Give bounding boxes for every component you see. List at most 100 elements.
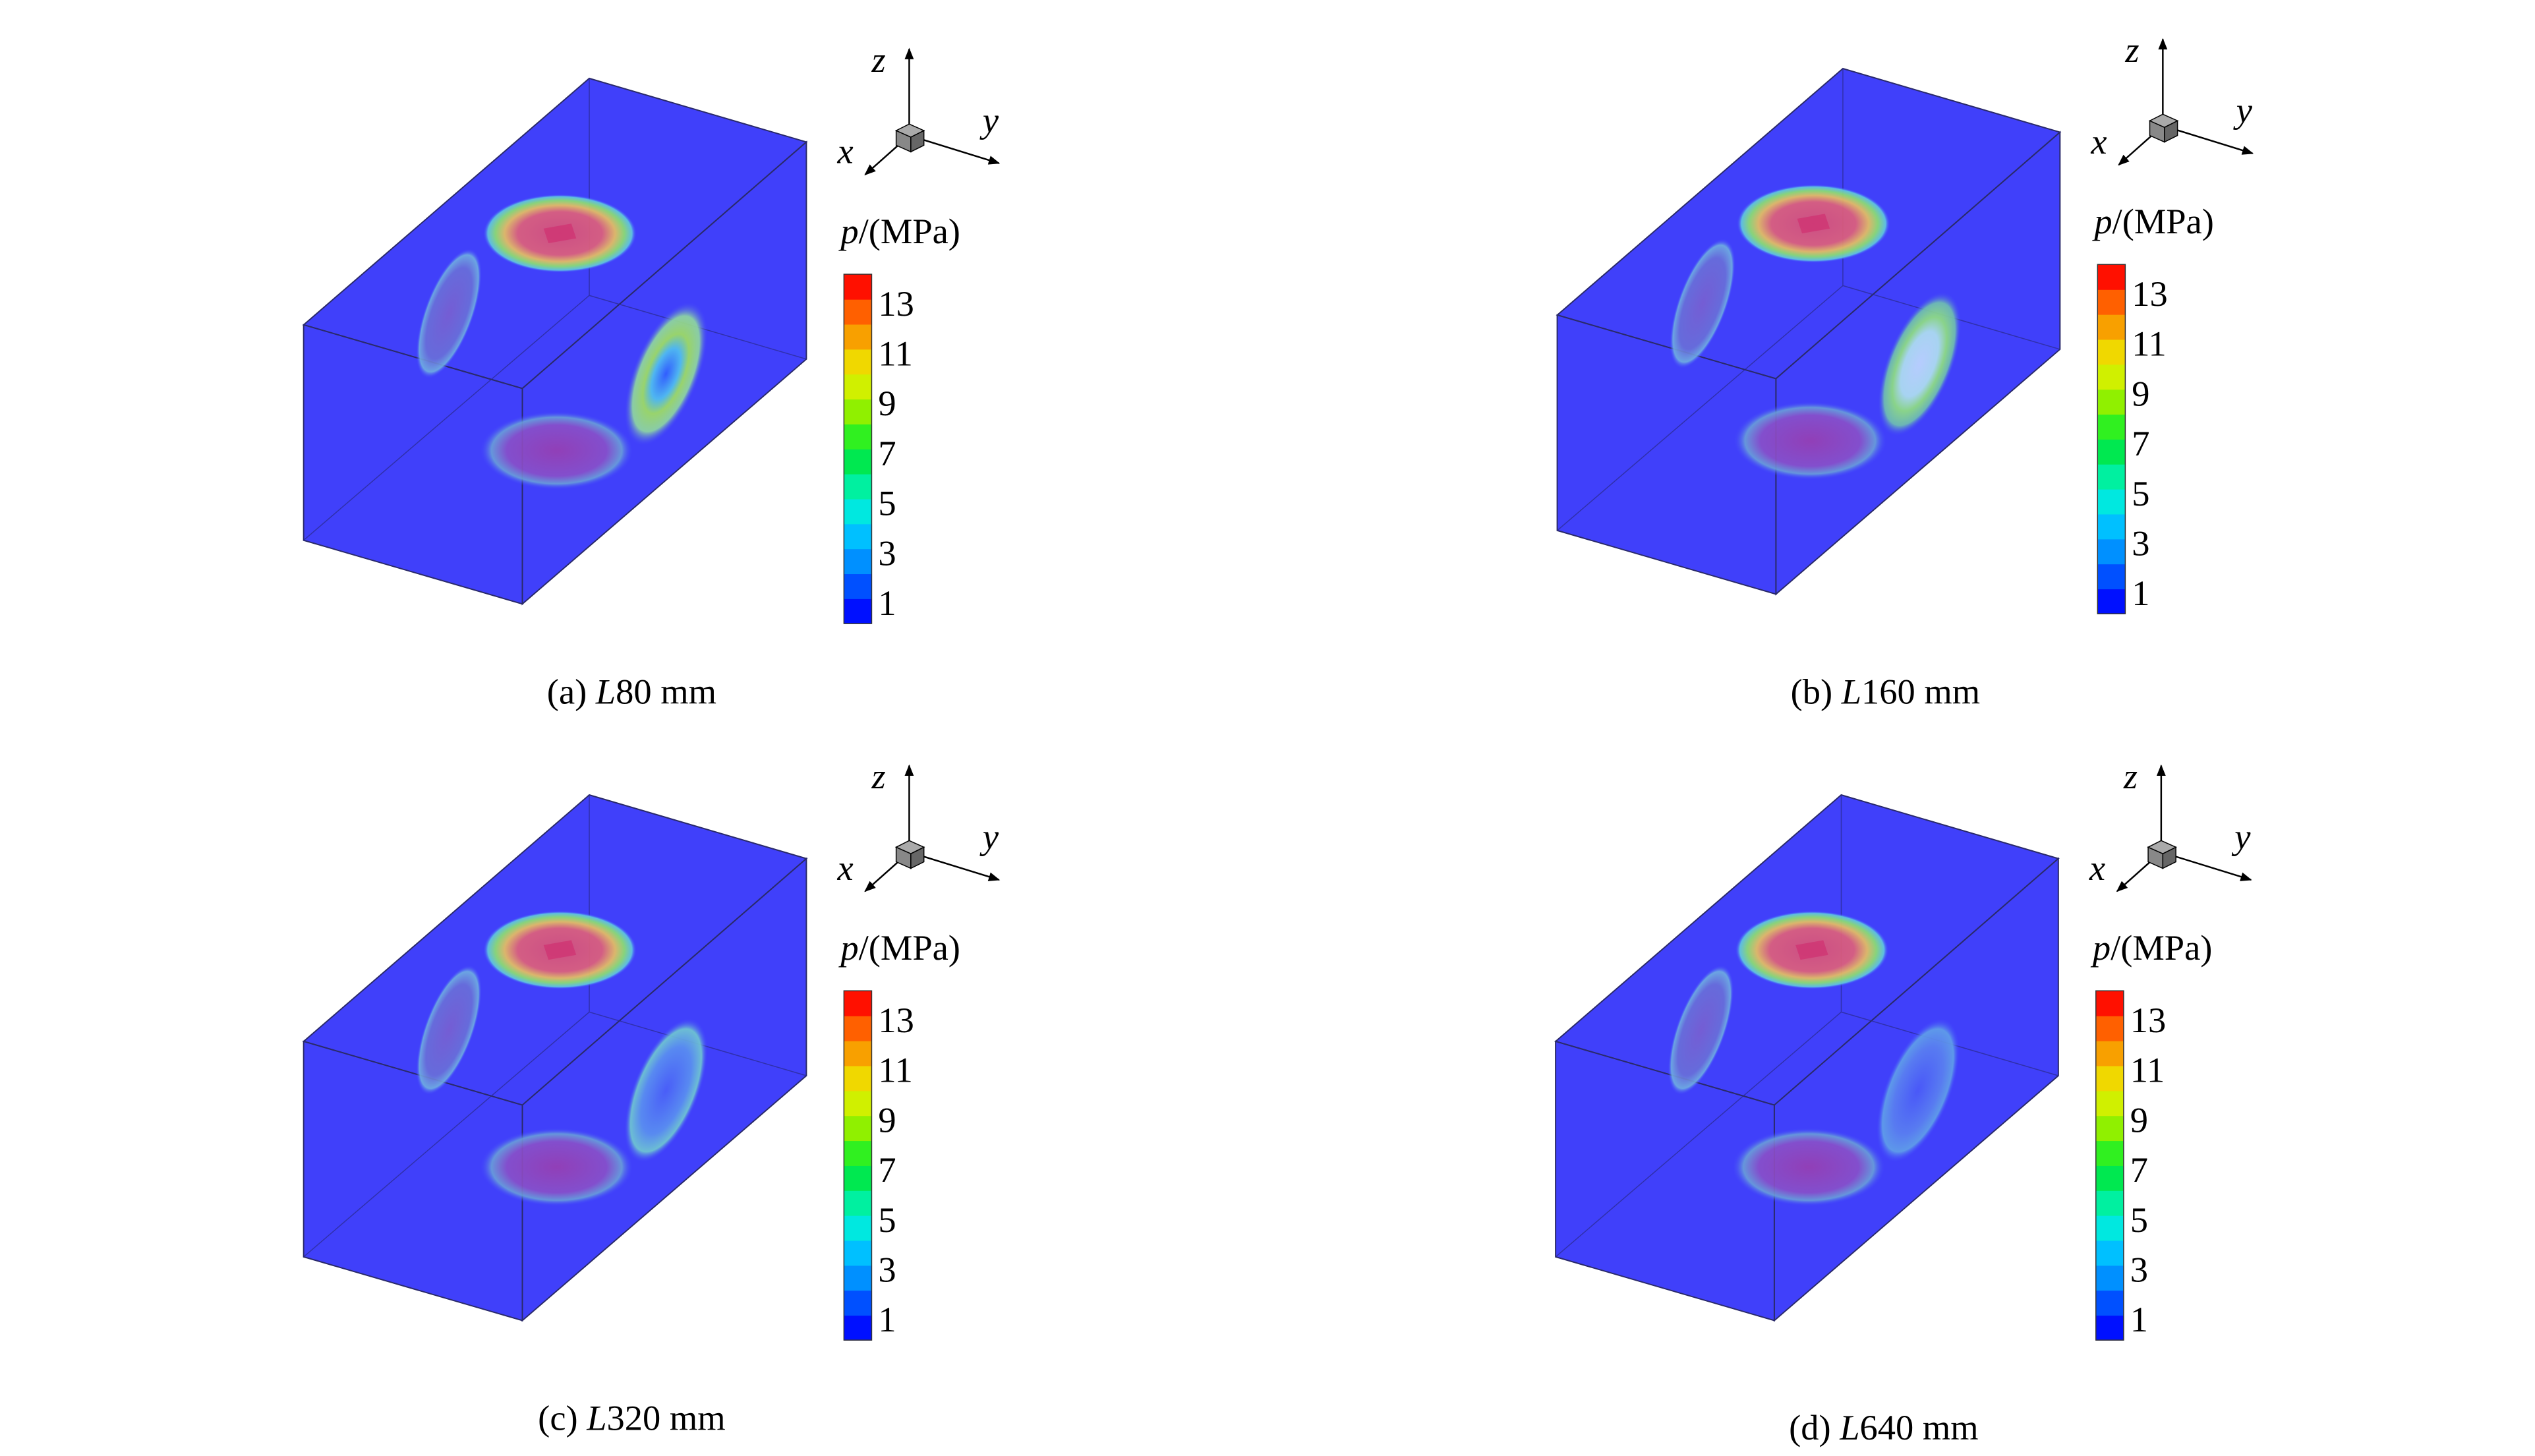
colorbar-band xyxy=(844,1065,872,1092)
axis-label-x: x xyxy=(836,848,853,888)
pressure-spot-right xyxy=(624,1018,708,1163)
axis-label-y: y xyxy=(2233,90,2253,131)
colorbar-tick-label: 3 xyxy=(2130,1250,2148,1290)
caption-label: (a) xyxy=(547,671,587,711)
colorbar-tick-label: 1 xyxy=(878,1299,896,1339)
colorbar-band xyxy=(844,598,872,624)
colorbar-band xyxy=(844,1215,872,1241)
spot-core xyxy=(1797,214,1830,234)
colorbar-tick-label: 3 xyxy=(878,533,896,573)
pressure-spot-bottom xyxy=(1734,401,1887,480)
colorbar-frame xyxy=(843,274,873,624)
axis-label-x: x xyxy=(2090,121,2107,161)
colorbar-band xyxy=(2095,1065,2124,1092)
spot-core xyxy=(1795,940,1828,960)
colorbar-band xyxy=(844,1290,872,1316)
colorbar-band xyxy=(844,1016,872,1041)
colorbar-band xyxy=(844,1315,872,1341)
caption-space xyxy=(1832,671,1842,711)
pressure-spot-bottom xyxy=(1732,1128,1886,1207)
axis-label-y: y xyxy=(2231,817,2251,857)
colorbar-tick-label: 1 xyxy=(2132,573,2149,613)
colorbar-band xyxy=(844,1090,872,1117)
spot-core xyxy=(543,940,577,960)
colorbar-tick-label: 1 xyxy=(2130,1299,2148,1339)
colorbar-band xyxy=(844,1265,872,1291)
colorbar-band xyxy=(2097,289,2126,315)
colorbar-band xyxy=(844,523,872,550)
colorbar-band xyxy=(2097,264,2126,290)
axis-label-y: y xyxy=(979,100,999,140)
pressure-spot-bottom xyxy=(480,1128,633,1207)
colorbar-title: p/(MPa) xyxy=(2091,201,2214,241)
pressure-spot-left xyxy=(1668,965,1734,1095)
triad-cube-top xyxy=(894,123,925,138)
caption-label: (d) xyxy=(1789,1407,1831,1447)
colorbar-band xyxy=(844,1165,872,1191)
colorbar-unit: /(MPa) xyxy=(859,211,960,251)
caption-space xyxy=(1831,1407,1840,1447)
colorbar-tick-label: 3 xyxy=(878,1250,896,1290)
colorbar-title: p/(MPa) xyxy=(838,927,960,968)
colorbar-band xyxy=(844,374,872,400)
colorbar-band xyxy=(844,548,872,575)
colorbar-tick-label: 7 xyxy=(878,1150,896,1190)
colorbar-band xyxy=(2097,488,2126,515)
colorbar-tick-label: 9 xyxy=(2132,373,2149,413)
panel-caption: (d) L640 mm xyxy=(1789,1407,1979,1447)
axis-label-z: z xyxy=(871,756,885,796)
colorbar-band xyxy=(2095,1315,2124,1341)
colorbar-var: p xyxy=(2090,927,2111,968)
colorbar-band xyxy=(844,1115,872,1142)
pressure-spot-left xyxy=(416,248,482,379)
axis-label-z: z xyxy=(2123,756,2138,796)
pressure-spot-left xyxy=(1670,239,1735,369)
colorbar-band xyxy=(2097,389,2126,415)
colorbar-band xyxy=(844,1140,872,1166)
colorbar-frame xyxy=(2095,990,2124,1341)
caption-value: 80 mm xyxy=(616,671,716,711)
colorbar-tick-label: 13 xyxy=(878,283,914,324)
axis-label-y: y xyxy=(979,817,999,857)
colorbar-band xyxy=(2095,1265,2124,1291)
colorbar-tick-label: 5 xyxy=(878,483,896,523)
spot-core xyxy=(543,223,577,243)
colorbar-unit: /(MPa) xyxy=(2111,927,2212,968)
colorbar-var: p xyxy=(838,927,858,968)
colorbar-band xyxy=(844,1040,872,1066)
colorbar-band xyxy=(844,299,872,325)
colorbar-band xyxy=(844,473,872,500)
caption-value: 640 mm xyxy=(1860,1407,1979,1447)
colorbar-band xyxy=(844,399,872,424)
colorbar-band xyxy=(844,573,872,599)
colorbar-band xyxy=(2095,1115,2124,1142)
colorbar-band xyxy=(2095,1290,2124,1316)
colorbar-band xyxy=(2097,414,2126,440)
colorbar-band xyxy=(844,349,872,375)
colorbar-tick-label: 9 xyxy=(878,383,896,423)
colorbar-tick-label: 11 xyxy=(878,334,912,374)
pressure-spot-right xyxy=(624,301,708,446)
colorbar-band xyxy=(2097,589,2126,614)
caption-space xyxy=(587,671,596,711)
colorbar-title: p/(MPa) xyxy=(838,211,960,251)
colorbar-tick-label: 13 xyxy=(2132,274,2167,314)
colorbar-band xyxy=(844,324,872,350)
colorbar-tick-label: 11 xyxy=(2130,1050,2165,1090)
colorbar-tick-label: 7 xyxy=(2132,423,2149,463)
axis-label-z: z xyxy=(871,40,885,80)
panel-caption: (b) L160 mm xyxy=(1791,671,1981,711)
colorbar-band xyxy=(2095,1165,2124,1191)
axis-label-x: x xyxy=(836,131,853,171)
colorbar-band xyxy=(2095,1140,2124,1166)
colorbar-band xyxy=(2097,513,2126,540)
colorbar-tick-label: 3 xyxy=(2132,523,2149,563)
colorbar-tick-label: 11 xyxy=(2132,324,2166,364)
caption-value: 320 mm xyxy=(607,1397,726,1438)
triad-cube-top xyxy=(894,840,925,855)
axis-label-x: x xyxy=(2089,848,2105,888)
caption-var: L xyxy=(1839,1407,1859,1447)
triad-cube-top xyxy=(2148,113,2179,128)
